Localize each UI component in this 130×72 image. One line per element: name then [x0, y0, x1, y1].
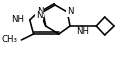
Text: N: N — [67, 7, 73, 16]
Text: CH₃: CH₃ — [2, 35, 18, 44]
Text: N: N — [37, 7, 43, 16]
Text: NH: NH — [76, 28, 89, 37]
Text: N: N — [36, 12, 42, 21]
Text: NH: NH — [11, 15, 24, 24]
